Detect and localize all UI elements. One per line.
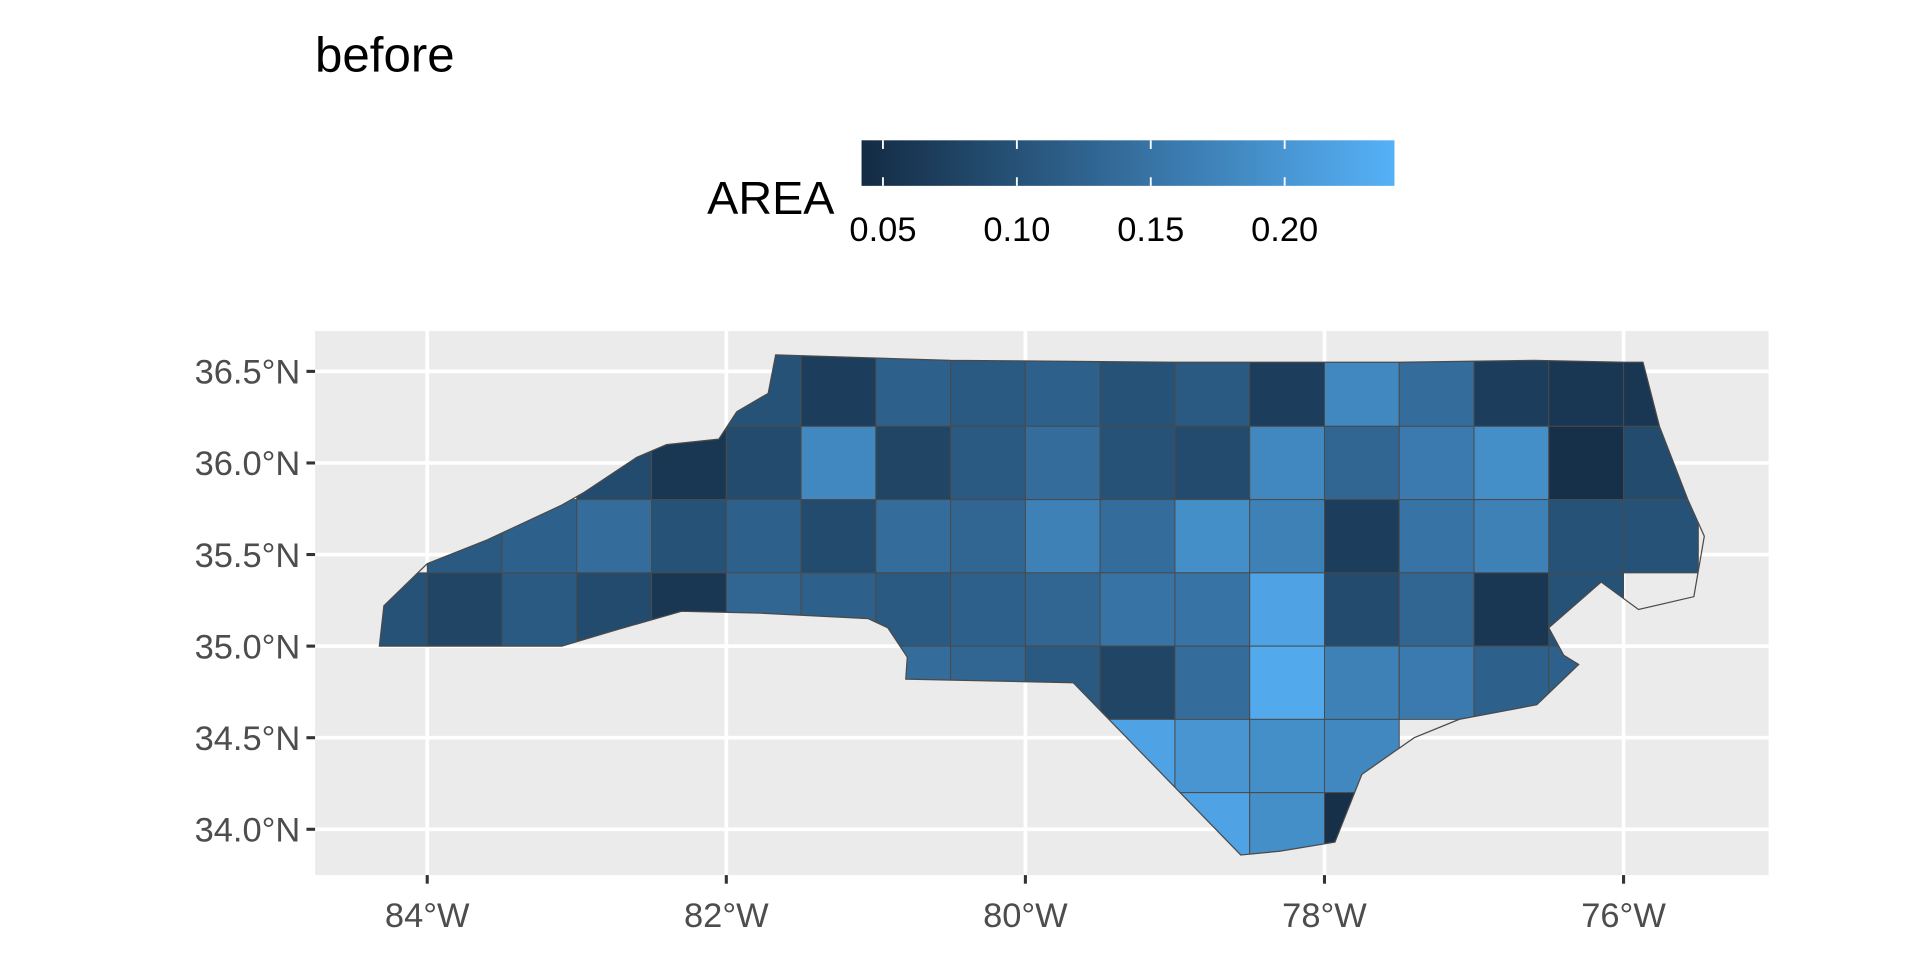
county: [1099, 425, 1176, 501]
county: [1024, 499, 1101, 574]
county: [1099, 572, 1176, 647]
colorbar-tick-label: 0.20: [1251, 211, 1318, 249]
county: [1249, 572, 1325, 647]
county: [1024, 572, 1101, 647]
county: [1323, 425, 1400, 501]
x-tick-label: 84°W: [385, 897, 470, 935]
x-tick-label: 78°W: [1282, 897, 1367, 935]
county: [1473, 425, 1550, 501]
county: [950, 425, 1026, 501]
axes: 84°W 82°W 80°W 78°W 76°W 34.0°N 34.5°N 35.0°N 35…: [195, 354, 1667, 935]
county: [950, 499, 1026, 574]
county: [800, 425, 877, 501]
county: [800, 499, 877, 574]
county: [1174, 499, 1251, 574]
county: [1099, 354, 1176, 427]
county: [1398, 645, 1475, 720]
county: [1548, 425, 1625, 501]
colorbar-tick-label: 0.05: [849, 211, 916, 249]
county: [1623, 499, 1699, 574]
county: [1174, 718, 1251, 794]
state-border: [378, 354, 1705, 856]
legend-title: AREA: [707, 172, 835, 224]
county: [426, 572, 503, 647]
county: [1099, 499, 1176, 574]
chart-title: before: [315, 27, 455, 82]
legend: 0.05 0.10 0.15 0.20: [849, 140, 1395, 249]
county: [1398, 499, 1475, 574]
county: [1548, 354, 1625, 427]
county: [1249, 499, 1325, 574]
county: [1174, 425, 1251, 501]
county: [1398, 425, 1475, 501]
x-tick-label: 82°W: [684, 897, 769, 935]
county: [1249, 354, 1325, 427]
county: [1174, 572, 1251, 647]
y-tick-label: 35.5°N: [195, 537, 301, 575]
county: [1473, 499, 1550, 574]
y-tick-label: 34.0°N: [195, 812, 301, 850]
county: [1249, 645, 1325, 720]
county: [950, 354, 1026, 427]
county: [1174, 645, 1251, 720]
county: [1249, 718, 1325, 794]
y-tick-label: 36.5°N: [195, 354, 301, 392]
county: [725, 425, 802, 501]
county: [1548, 499, 1625, 574]
county: [1323, 499, 1400, 574]
y-tick-label: 34.5°N: [195, 720, 301, 758]
county: [1398, 572, 1475, 647]
county: [1024, 354, 1101, 427]
county: [576, 499, 653, 574]
y-tick-label: 35.0°N: [195, 628, 301, 666]
county: [1174, 354, 1251, 427]
county: [1024, 425, 1101, 501]
county: [651, 499, 727, 574]
county: [800, 354, 877, 427]
county: [1323, 354, 1400, 427]
colorbar-tick-label: 0.10: [983, 211, 1050, 249]
x-tick-label: 76°W: [1581, 897, 1666, 935]
county: [1323, 645, 1400, 720]
county: [1249, 425, 1325, 501]
county: [1473, 354, 1550, 427]
county: [875, 499, 952, 574]
x-tick-label: 80°W: [983, 897, 1068, 935]
county: [725, 499, 802, 574]
y-tick-label: 36.0°N: [195, 445, 301, 483]
county: [1398, 354, 1475, 427]
colorbar: [861, 140, 1395, 186]
county: [1473, 572, 1550, 647]
county: [1323, 572, 1400, 647]
county: [501, 572, 578, 647]
county: [875, 425, 952, 501]
colorbar-tick-label: 0.15: [1117, 211, 1184, 249]
county: [875, 354, 952, 427]
county: [950, 572, 1026, 647]
county: [1099, 645, 1176, 720]
